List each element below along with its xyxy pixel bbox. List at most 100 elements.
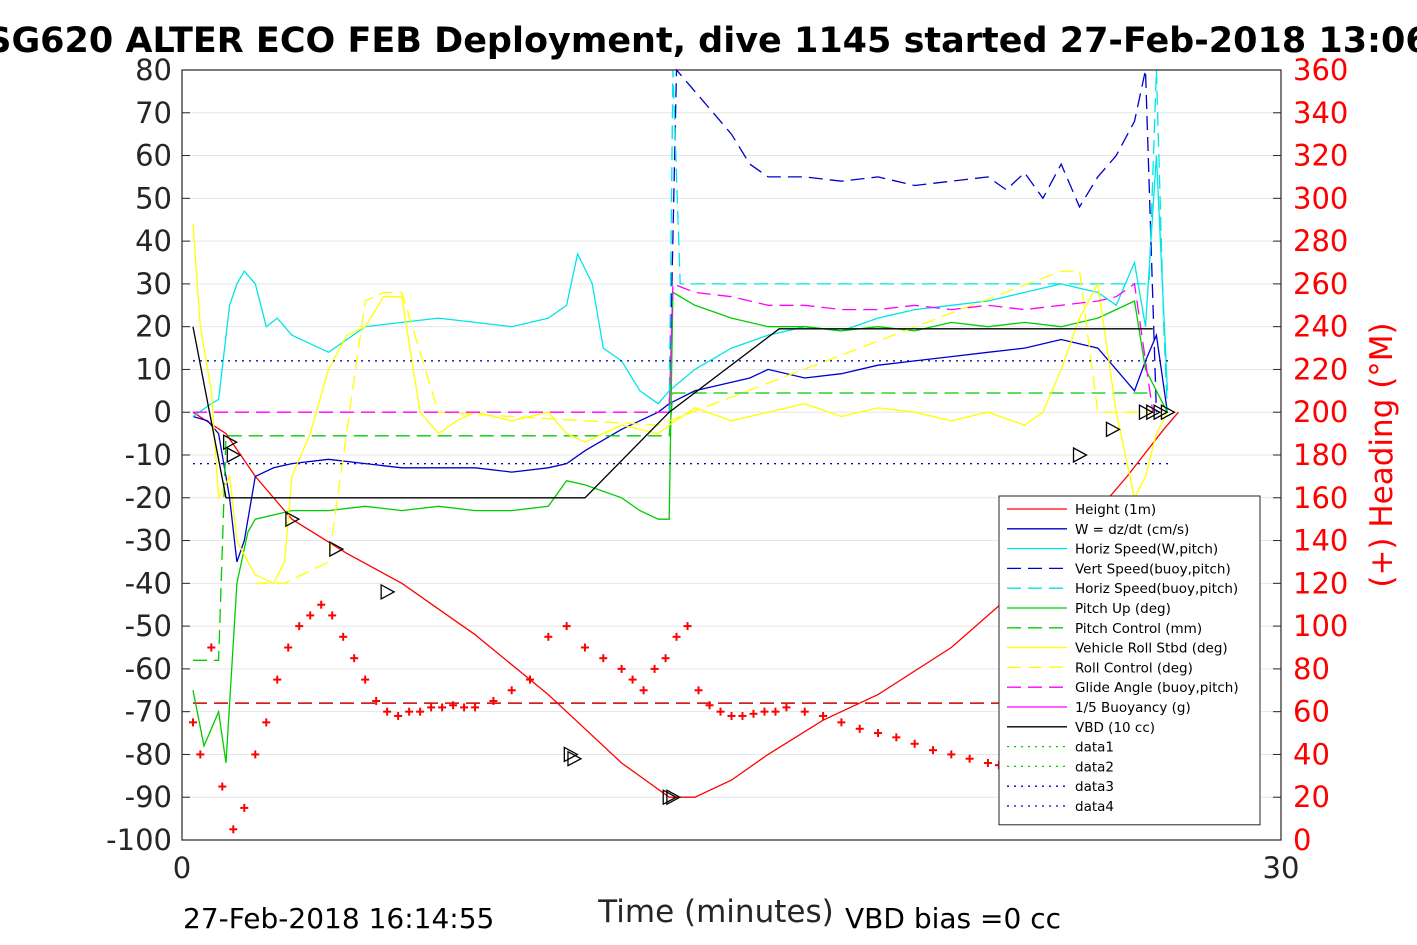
- y-left-tick-label: 70: [135, 96, 172, 130]
- event-marker: [1146, 404, 1162, 421]
- y-left-tick-label: -30: [125, 524, 172, 558]
- y-left-tick-label: 0: [154, 395, 172, 429]
- heading-point: [749, 709, 758, 718]
- x-tick-label: 30: [1263, 851, 1300, 885]
- series-pitch-up-deg: [192, 291, 1168, 764]
- y-right-tick-label: 320: [1293, 139, 1348, 173]
- y-left-tick-label: -60: [125, 652, 172, 686]
- event-marker: [226, 446, 242, 464]
- heading-point: [562, 622, 571, 631]
- y-right-tick-label: 20: [1293, 780, 1330, 814]
- heading-point: [855, 724, 864, 733]
- heading-point: [628, 675, 637, 684]
- heading-point: [599, 654, 608, 663]
- y-left-tick-label: -90: [125, 780, 172, 814]
- y-left-tick-label: 60: [135, 139, 172, 173]
- event-marker: [285, 511, 301, 528]
- heading-point: [361, 675, 370, 684]
- event-marker: [222, 434, 238, 451]
- heading-point: [262, 718, 271, 727]
- event-marker: [1153, 404, 1169, 421]
- legend-label: data3: [1075, 779, 1114, 795]
- y-right-tick-label: 120: [1293, 566, 1348, 600]
- legend: Height (1m) W = dz/dt (cm/s) Horiz Speed(W…: [998, 495, 1261, 826]
- event-marker: [563, 746, 579, 763]
- y-right-tick-label: 40: [1293, 737, 1330, 771]
- heading-point: [295, 622, 304, 631]
- y-right-tick-label: 80: [1293, 652, 1330, 686]
- heading-point: [416, 707, 425, 716]
- heading-point: [874, 729, 883, 738]
- heading-point: [507, 686, 516, 695]
- heading-point: [580, 643, 589, 652]
- event-marker: [329, 541, 345, 558]
- y-right-tick-label: 280: [1293, 224, 1348, 258]
- heading-point: [928, 746, 937, 755]
- legend-box: [998, 495, 1261, 826]
- heading-point: [892, 733, 901, 742]
- heading-point: [383, 707, 392, 716]
- y-right-tick-label: 260: [1293, 267, 1348, 301]
- heading-point: [965, 754, 974, 763]
- y-right-tick-label: 300: [1293, 181, 1348, 215]
- y-right-tick-label: 100: [1293, 609, 1348, 643]
- heading-point: [489, 696, 498, 705]
- heading-point: [218, 782, 227, 791]
- right-axis-label: (+) Heading (°M): [1364, 322, 1400, 587]
- event-marker: [662, 789, 678, 806]
- heading-point: [727, 711, 736, 720]
- heading-point: [738, 711, 747, 720]
- event-marker: [1160, 404, 1176, 421]
- heading-point: [716, 707, 725, 716]
- heading-point: [947, 750, 956, 759]
- heading-point: [188, 718, 197, 727]
- heading-point: [427, 703, 436, 712]
- heading-point: [771, 707, 780, 716]
- heading-point: [339, 632, 348, 641]
- heading-point: [196, 750, 205, 759]
- series-glide-angle-buoy-pitch: [193, 282, 1154, 413]
- heading-point: [910, 739, 919, 748]
- legend-label: Vehicle Roll Stbd (deg): [1075, 641, 1228, 657]
- legend-label: Horiz Speed(buoy,pitch): [1075, 581, 1238, 597]
- legend-label: 1/5 Buoyancy (g): [1075, 700, 1191, 716]
- heading-point: [650, 664, 659, 673]
- series-vert-speed-buoy-pitch: [668, 68, 1158, 413]
- heading-point: [705, 701, 714, 710]
- heading-point: [372, 696, 381, 705]
- heading-point: [983, 759, 992, 767]
- y-left-tick-label: -100: [106, 823, 172, 857]
- y-left-tick-label: 40: [135, 224, 172, 258]
- y-left-tick-label: 80: [135, 53, 172, 87]
- event-marker: [1105, 421, 1121, 438]
- legend-label: Height (1m): [1075, 502, 1156, 518]
- heading-point: [800, 707, 809, 716]
- heading-point: [683, 622, 692, 631]
- heading-point: [544, 632, 553, 641]
- chart-title: SG620 ALTER ECO FEB Deployment, dive 114…: [0, 21, 1417, 61]
- event-marker: [1138, 404, 1154, 421]
- legend-label: Pitch Up (deg): [1075, 601, 1171, 617]
- heading-point: [394, 711, 403, 720]
- legend-label: data4: [1075, 799, 1114, 815]
- y-left-tick-label: -70: [125, 695, 172, 729]
- y-left-tick-label: 20: [135, 310, 172, 344]
- y-right-tick-label: 0: [1293, 823, 1311, 857]
- heading-point: [694, 686, 703, 695]
- legend-label: VBD (10 cc): [1075, 720, 1155, 736]
- y-right-tick-label: 340: [1293, 96, 1348, 130]
- heading-point: [760, 707, 769, 716]
- heading-point: [350, 654, 359, 663]
- x-axis-label: Time (minutes): [597, 894, 833, 930]
- heading-point: [819, 711, 828, 720]
- series-pitch-control-mm: [193, 392, 1157, 661]
- y-right-tick-label: 240: [1293, 310, 1348, 344]
- event-marker: [666, 789, 682, 806]
- heading-point: [284, 643, 293, 652]
- legend-label: Horiz Speed(W,pitch): [1075, 542, 1218, 558]
- y-left-tick-label: 30: [135, 267, 172, 301]
- legend-label: data1: [1075, 740, 1114, 756]
- y-right-tick-label: 180: [1293, 438, 1348, 472]
- legend-label: Vert Speed(buoy,pitch): [1075, 561, 1231, 577]
- legend-label: data2: [1075, 759, 1114, 775]
